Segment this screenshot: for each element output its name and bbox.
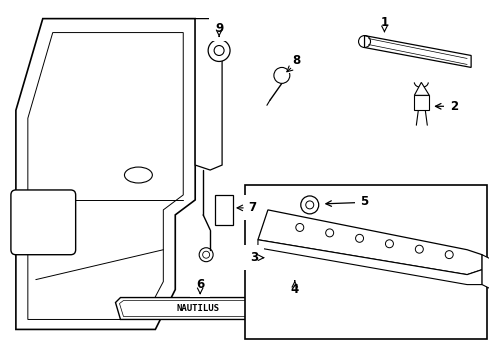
Polygon shape	[482, 255, 490, 289]
Text: 5: 5	[361, 195, 368, 208]
Polygon shape	[116, 298, 300, 319]
Polygon shape	[195, 19, 222, 170]
Text: NAUTILUS: NAUTILUS	[176, 304, 219, 313]
Text: 3: 3	[250, 251, 258, 264]
Text: 2: 2	[450, 100, 458, 113]
Text: 8: 8	[293, 54, 301, 67]
Circle shape	[301, 196, 318, 214]
Polygon shape	[16, 19, 195, 329]
FancyBboxPatch shape	[215, 195, 233, 225]
Polygon shape	[415, 82, 429, 95]
Text: 7: 7	[248, 201, 256, 215]
Polygon shape	[365, 36, 471, 67]
Text: 9: 9	[215, 22, 223, 35]
FancyBboxPatch shape	[11, 190, 75, 255]
Polygon shape	[258, 210, 482, 275]
Polygon shape	[415, 95, 429, 110]
Text: 1: 1	[380, 16, 389, 29]
Polygon shape	[258, 240, 482, 285]
Circle shape	[274, 67, 290, 84]
Text: 6: 6	[196, 278, 204, 291]
FancyBboxPatch shape	[245, 185, 487, 339]
Text: 4: 4	[291, 283, 299, 296]
Circle shape	[208, 40, 230, 62]
